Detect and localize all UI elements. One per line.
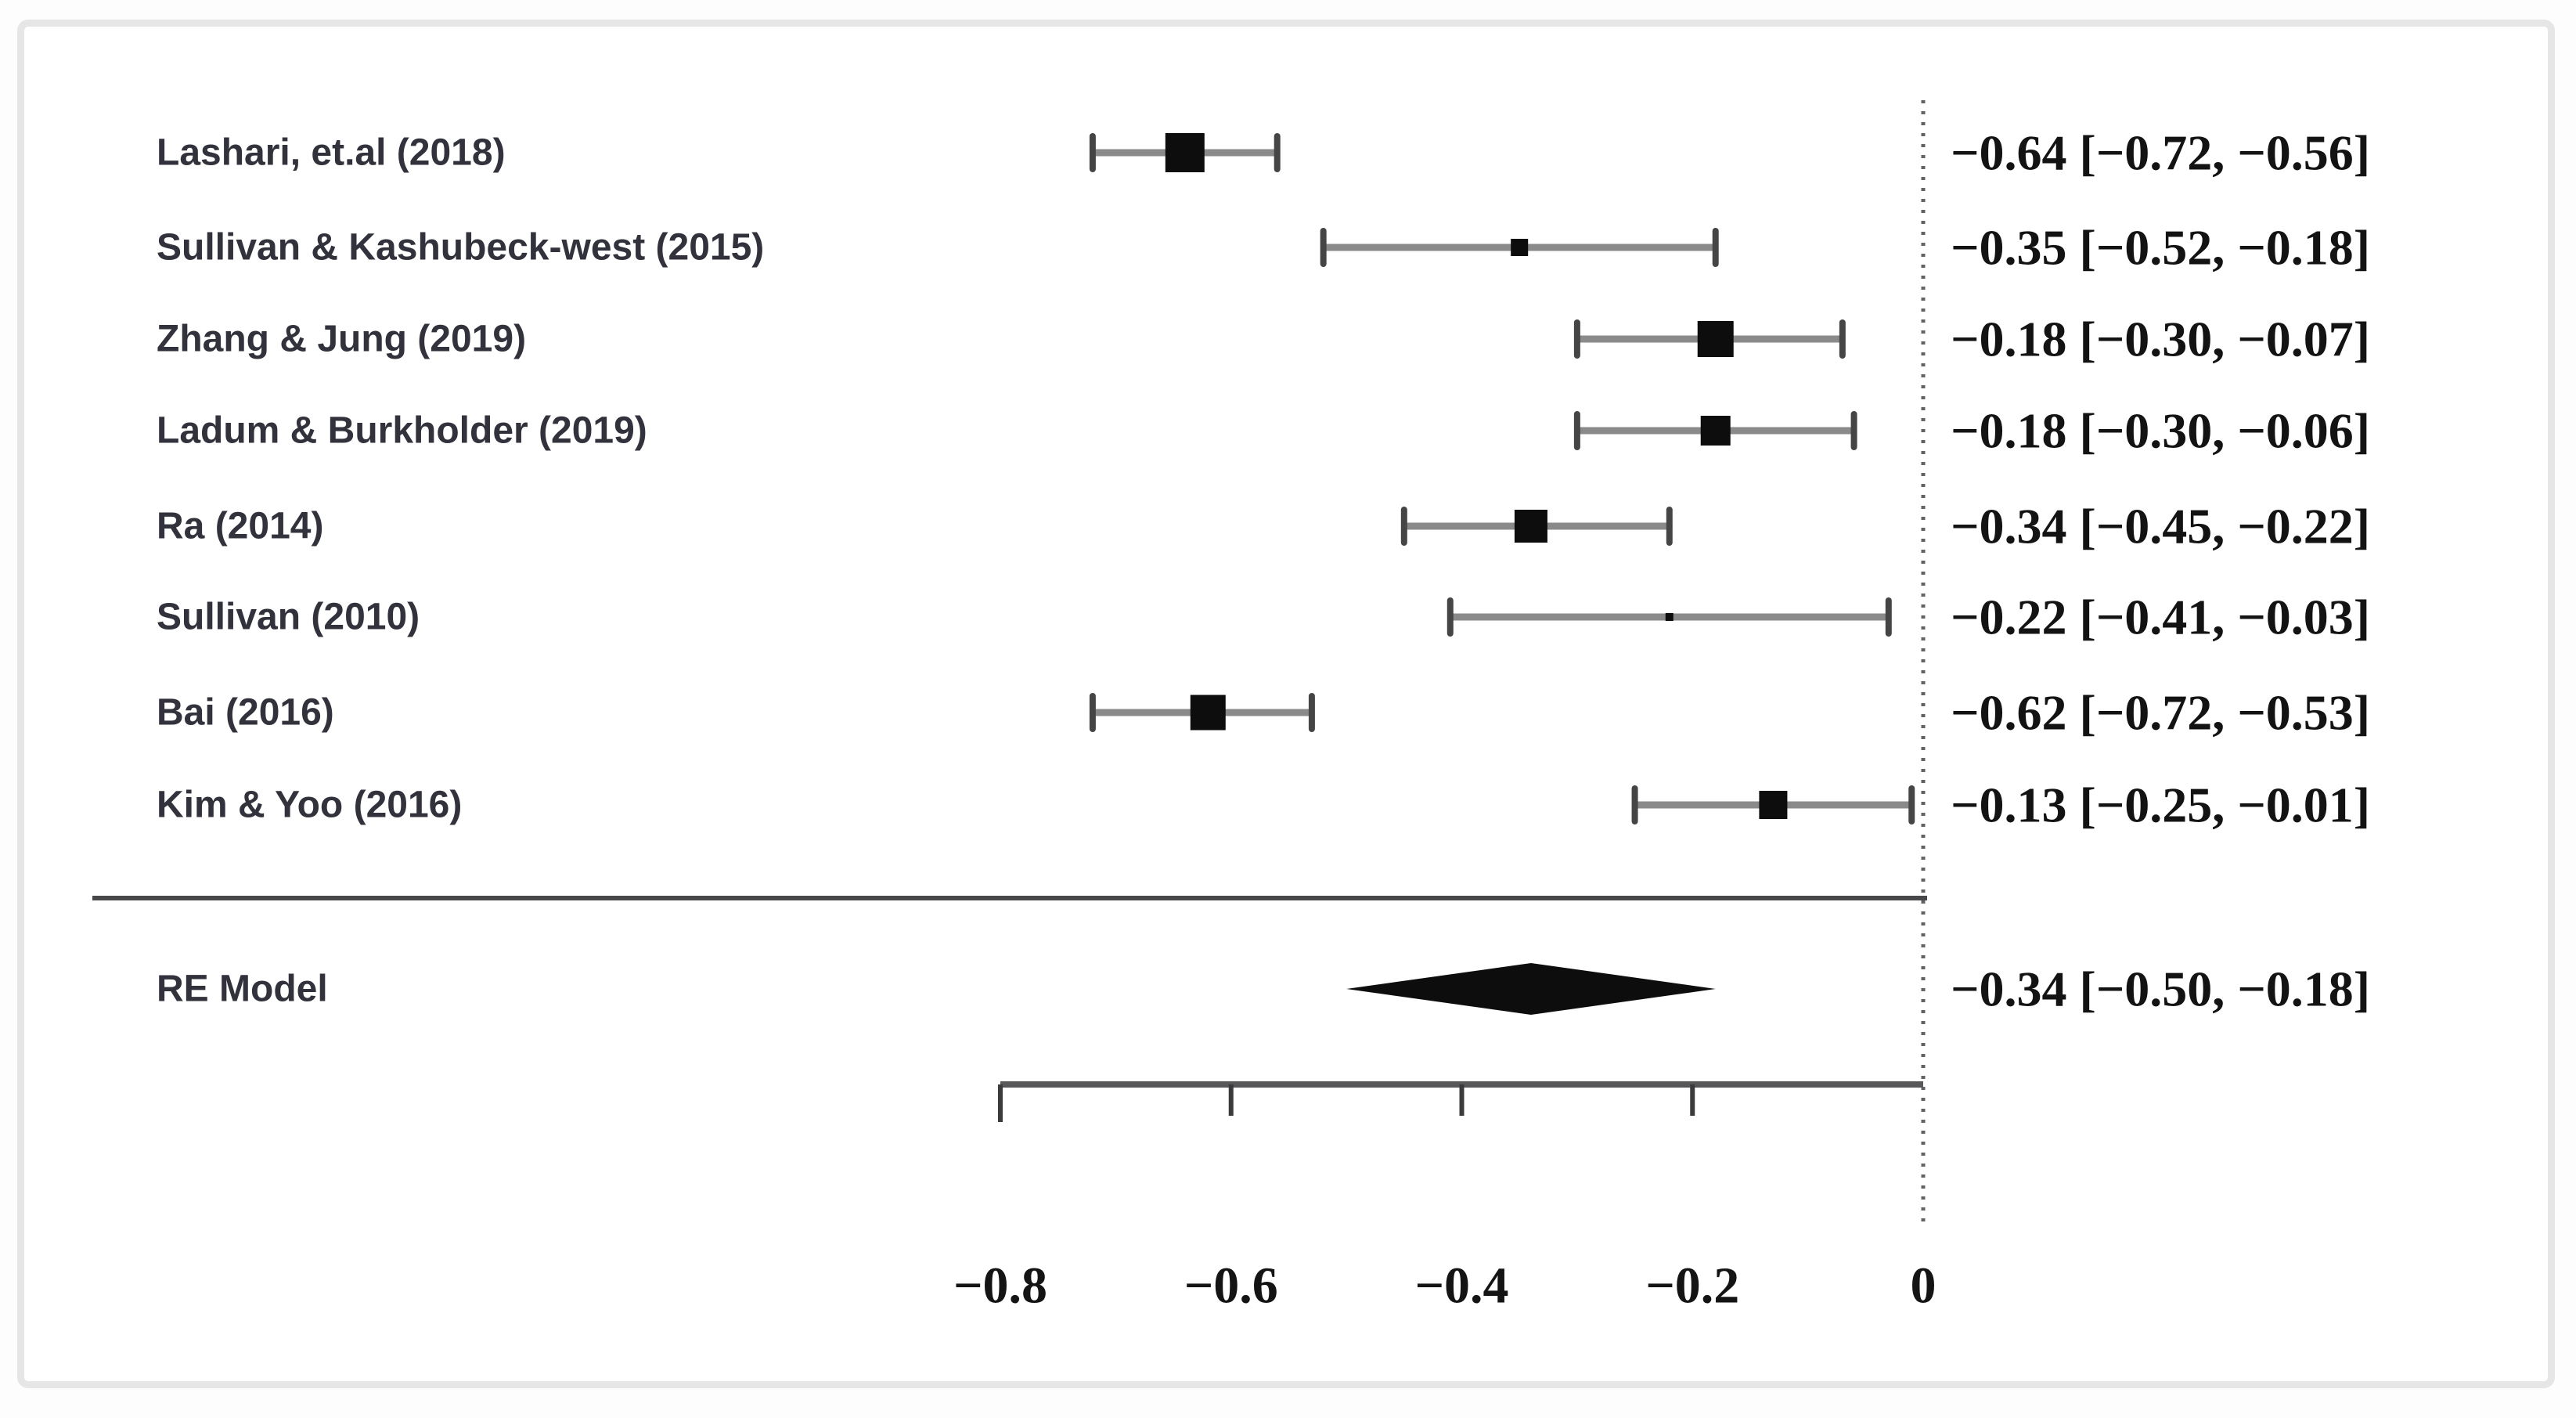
study-label: Sullivan & Kashubeck-west (2015) bbox=[157, 227, 764, 269]
x-tick-label: 0 bbox=[1911, 1257, 1937, 1315]
x-tick-label: −0.4 bbox=[1414, 1257, 1508, 1315]
study-label: Bai (2016) bbox=[157, 692, 334, 734]
estimate-annotation: −0.13 [−0.25, −0.01] bbox=[1951, 778, 2370, 833]
figure-panel-border bbox=[17, 20, 2555, 1388]
estimate-square bbox=[1514, 510, 1547, 543]
summary-annotation: −0.34 [−0.50, −0.18] bbox=[1951, 962, 2370, 1017]
estimate-annotation: −0.18 [−0.30, −0.07] bbox=[1951, 312, 2370, 367]
study-label: Ladum & Burkholder (2019) bbox=[157, 410, 647, 452]
estimate-annotation: −0.62 [−0.72, −0.53] bbox=[1951, 685, 2370, 741]
estimate-annotation: −0.64 [−0.72, −0.56] bbox=[1951, 125, 2370, 181]
summary-label: RE Model bbox=[157, 969, 328, 1010]
estimate-square bbox=[1165, 133, 1205, 172]
estimate-annotation: −0.22 [−0.41, −0.03] bbox=[1951, 590, 2370, 645]
x-tick-label: −0.8 bbox=[953, 1257, 1047, 1315]
estimate-square bbox=[1759, 791, 1788, 819]
summary-diamond bbox=[1346, 963, 1716, 1015]
x-tick-label: −0.6 bbox=[1184, 1257, 1278, 1315]
study-label: Sullivan (2010) bbox=[157, 597, 420, 638]
estimate-annotation: −0.35 [−0.52, −0.18] bbox=[1951, 220, 2370, 276]
study-label: Zhang & Jung (2019) bbox=[157, 319, 526, 360]
study-label: Ra (2014) bbox=[157, 506, 323, 547]
estimate-annotation: −0.18 [−0.30, −0.06] bbox=[1951, 403, 2370, 459]
study-label: Lashari, et.al (2018) bbox=[157, 132, 506, 174]
study-label: Kim & Yoo (2016) bbox=[157, 785, 462, 826]
estimate-square bbox=[1190, 695, 1226, 731]
estimate-square bbox=[1697, 321, 1734, 357]
estimate-square bbox=[1665, 613, 1673, 621]
x-tick-label: −0.2 bbox=[1645, 1257, 1739, 1315]
estimate-annotation: −0.34 [−0.45, −0.22] bbox=[1951, 499, 2370, 554]
estimate-square bbox=[1511, 239, 1529, 256]
estimate-square bbox=[1700, 416, 1731, 446]
